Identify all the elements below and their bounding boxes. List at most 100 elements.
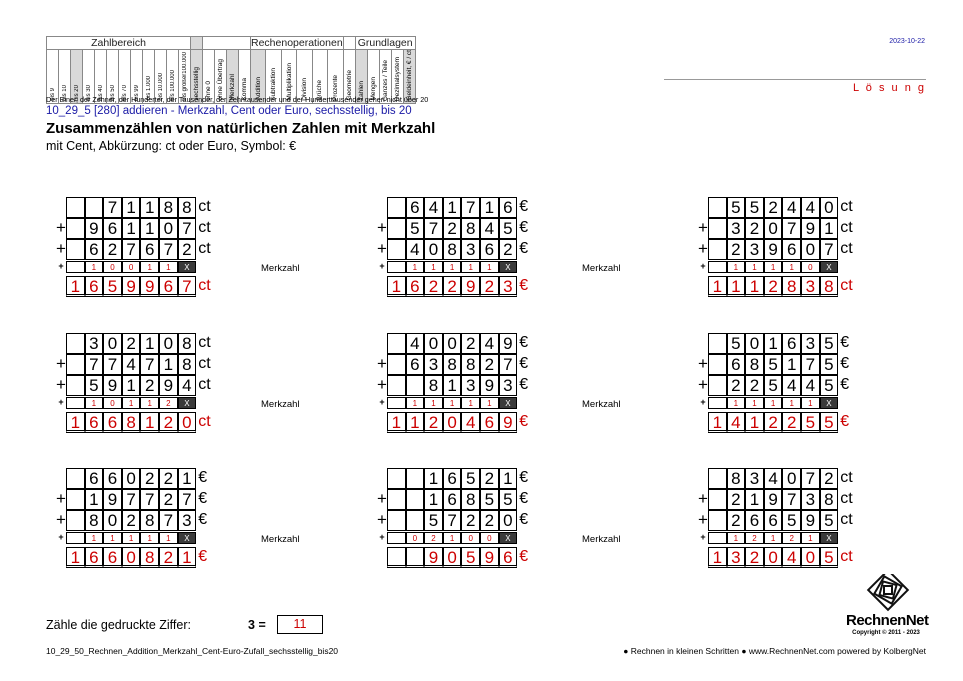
result-digit[interactable]: 0 bbox=[177, 412, 197, 433]
carry-digit[interactable]: 1 bbox=[726, 532, 746, 544]
carry-digit[interactable] bbox=[387, 532, 406, 544]
result-digit[interactable]: 0 bbox=[442, 547, 462, 568]
carry-digit[interactable]: X bbox=[177, 261, 197, 273]
carry-digit[interactable]: 1 bbox=[405, 397, 425, 409]
carry-digit[interactable]: X bbox=[177, 397, 197, 409]
carry-digit[interactable]: 1 bbox=[480, 397, 499, 409]
result-digit[interactable]: 4 bbox=[461, 412, 480, 433]
count-answer[interactable]: 11 bbox=[277, 615, 323, 634]
result-digit[interactable]: 2 bbox=[763, 412, 783, 433]
carry-digit[interactable]: 1 bbox=[140, 532, 159, 544]
carry-digit[interactable] bbox=[708, 532, 727, 544]
result-digit[interactable]: 1 bbox=[140, 412, 159, 433]
result-digit[interactable]: 2 bbox=[782, 412, 801, 433]
carry-digit[interactable]: 2 bbox=[782, 532, 801, 544]
result-digit[interactable]: 1 bbox=[405, 412, 425, 433]
carry-digit[interactable]: 1 bbox=[121, 397, 141, 409]
result-digit[interactable]: 0 bbox=[442, 412, 462, 433]
carry-digit[interactable]: X bbox=[498, 261, 518, 273]
result-digit[interactable]: 5 bbox=[801, 412, 820, 433]
result-digit[interactable]: 2 bbox=[424, 412, 443, 433]
carry-digit[interactable]: 2 bbox=[424, 532, 443, 544]
result-digit[interactable]: 8 bbox=[121, 412, 141, 433]
carry-digit[interactable] bbox=[66, 397, 85, 409]
result-digit[interactable]: 6 bbox=[84, 276, 104, 297]
carry-digit[interactable]: 0 bbox=[103, 397, 122, 409]
result-digit[interactable]: 5 bbox=[819, 412, 839, 433]
result-digit[interactable]: 4 bbox=[726, 412, 746, 433]
result-digit[interactable]: 9 bbox=[480, 547, 499, 568]
carry-digit[interactable]: 0 bbox=[103, 261, 122, 273]
result-digit[interactable]: 2 bbox=[745, 547, 764, 568]
carry-digit[interactable]: 1 bbox=[159, 532, 178, 544]
result-digit[interactable]: 4 bbox=[782, 547, 801, 568]
result-digit[interactable]: 7 bbox=[177, 276, 197, 297]
result-digit[interactable]: 0 bbox=[121, 547, 141, 568]
result-digit[interactable]: 3 bbox=[801, 276, 820, 297]
carry-digit[interactable]: X bbox=[819, 532, 839, 544]
result-digit[interactable]: 8 bbox=[819, 276, 839, 297]
carry-digit[interactable]: X bbox=[177, 532, 197, 544]
carry-digit[interactable]: 1 bbox=[726, 261, 746, 273]
result-digit[interactable] bbox=[387, 547, 406, 568]
result-digit[interactable]: 6 bbox=[84, 547, 104, 568]
result-digit[interactable]: 8 bbox=[782, 276, 801, 297]
carry-digit[interactable] bbox=[387, 397, 406, 409]
result-digit[interactable]: 2 bbox=[159, 547, 178, 568]
carry-digit[interactable]: 1 bbox=[461, 261, 480, 273]
carry-digit[interactable]: 1 bbox=[121, 532, 141, 544]
result-digit[interactable]: 1 bbox=[726, 276, 746, 297]
carry-digit[interactable]: 0 bbox=[480, 532, 499, 544]
carry-digit[interactable]: 1 bbox=[84, 532, 104, 544]
result-digit[interactable]: 1 bbox=[745, 276, 764, 297]
carry-digit[interactable]: 1 bbox=[782, 261, 801, 273]
carry-digit[interactable]: 1 bbox=[763, 397, 783, 409]
carry-digit[interactable]: 1 bbox=[745, 397, 764, 409]
result-digit[interactable]: 1 bbox=[387, 412, 406, 433]
carry-digit[interactable]: 1 bbox=[159, 261, 178, 273]
result-digit[interactable]: 1 bbox=[745, 412, 764, 433]
result-digit[interactable]: 8 bbox=[140, 547, 159, 568]
carry-digit[interactable]: 1 bbox=[745, 261, 764, 273]
result-digit[interactable]: 2 bbox=[424, 276, 443, 297]
result-digit[interactable]: 1 bbox=[66, 547, 85, 568]
result-digit[interactable]: 2 bbox=[763, 276, 783, 297]
carry-digit[interactable]: 0 bbox=[121, 261, 141, 273]
result-digit[interactable]: 5 bbox=[461, 547, 480, 568]
result-digit[interactable]: 1 bbox=[177, 547, 197, 568]
carry-digit[interactable]: 0 bbox=[801, 261, 820, 273]
result-digit[interactable]: 6 bbox=[103, 412, 122, 433]
carry-digit[interactable]: X bbox=[819, 397, 839, 409]
carry-digit[interactable]: X bbox=[498, 532, 518, 544]
carry-digit[interactable]: 1 bbox=[461, 397, 480, 409]
carry-digit[interactable]: 1 bbox=[480, 261, 499, 273]
result-digit[interactable]: 1 bbox=[708, 547, 727, 568]
result-digit[interactable]: 2 bbox=[159, 412, 178, 433]
result-digit[interactable]: 5 bbox=[819, 547, 839, 568]
carry-digit[interactable]: 2 bbox=[159, 397, 178, 409]
result-digit[interactable]: 6 bbox=[159, 276, 178, 297]
carry-digit[interactable]: X bbox=[498, 397, 518, 409]
result-digit[interactable]: 3 bbox=[726, 547, 746, 568]
result-digit[interactable]: 1 bbox=[387, 276, 406, 297]
result-digit[interactable]: 9 bbox=[498, 412, 518, 433]
result-digit[interactable]: 6 bbox=[103, 547, 122, 568]
result-digit[interactable]: 9 bbox=[121, 276, 141, 297]
carry-digit[interactable] bbox=[66, 261, 85, 273]
carry-digit[interactable]: 1 bbox=[782, 397, 801, 409]
carry-digit[interactable]: 1 bbox=[405, 261, 425, 273]
carry-digit[interactable]: 1 bbox=[140, 261, 159, 273]
carry-digit[interactable]: 1 bbox=[442, 397, 462, 409]
carry-digit[interactable]: 2 bbox=[745, 532, 764, 544]
result-digit[interactable]: 0 bbox=[801, 547, 820, 568]
carry-digit[interactable]: 1 bbox=[763, 261, 783, 273]
carry-digit[interactable]: 0 bbox=[405, 532, 425, 544]
result-digit[interactable]: 6 bbox=[405, 276, 425, 297]
carry-digit[interactable]: X bbox=[819, 261, 839, 273]
carry-digit[interactable]: 1 bbox=[103, 532, 122, 544]
result-digit[interactable]: 1 bbox=[708, 276, 727, 297]
carry-digit[interactable]: 1 bbox=[726, 397, 746, 409]
result-digit[interactable]: 1 bbox=[66, 412, 85, 433]
result-digit[interactable]: 2 bbox=[442, 276, 462, 297]
result-digit[interactable]: 5 bbox=[103, 276, 122, 297]
